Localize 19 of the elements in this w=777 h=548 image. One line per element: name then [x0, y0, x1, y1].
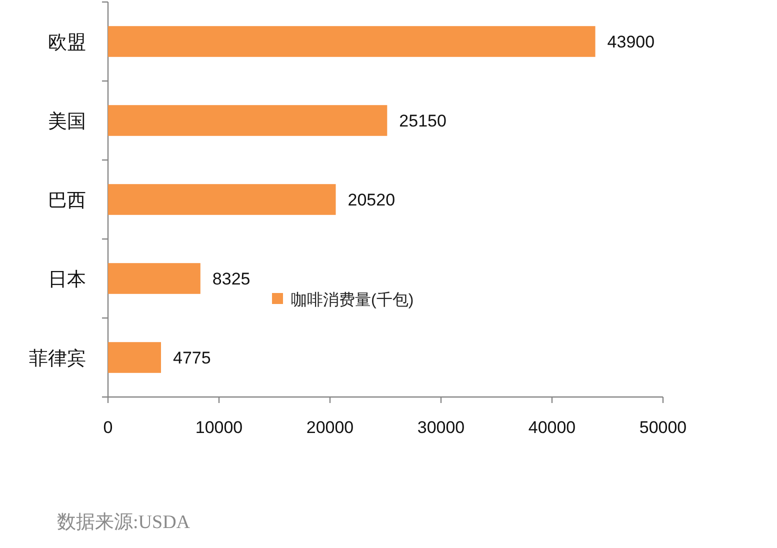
x-tick-label: 0 — [103, 418, 113, 437]
y-tick-label: 日本 — [48, 270, 86, 290]
legend: 咖啡消费量(千包) — [272, 292, 414, 309]
x-tick-label: 50000 — [639, 418, 687, 437]
legend-label: 咖啡消费量(千包) — [291, 291, 414, 309]
data-label: 43900 — [607, 32, 655, 52]
y-tick-label: 欧盟 — [48, 32, 86, 54]
source-note: 数据来源:USDA — [57, 512, 190, 533]
data-label: 20520 — [348, 190, 396, 210]
y-tick-label: 美国 — [48, 110, 86, 132]
x-tick-label: 40000 — [528, 418, 576, 437]
data-label: 25150 — [399, 112, 446, 130]
data-label: 8325 — [212, 270, 250, 288]
x-tick-label: 30000 — [417, 418, 465, 437]
y-tick-label: 巴西 — [48, 190, 86, 212]
data-label: 4775 — [173, 348, 211, 368]
x-tick-label: 20000 — [306, 418, 354, 437]
x-tick-label: 10000 — [195, 418, 243, 437]
y-tick-label: 菲律宾 — [29, 348, 86, 370]
